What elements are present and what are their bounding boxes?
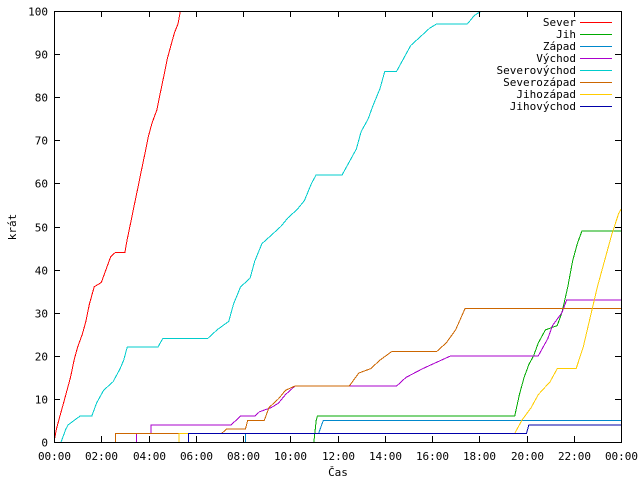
legend-label-3: Východ (536, 52, 576, 65)
y-tick-label: 80 (35, 92, 48, 105)
x-tick-label: 18:00 (463, 450, 496, 463)
series-layer (54, 11, 621, 442)
x-tick-label: 00:00 (38, 450, 71, 463)
x-tick-label: 10:00 (274, 450, 307, 463)
x-tick-label: 06:00 (180, 450, 213, 463)
y-tick-label: 10 (35, 394, 48, 407)
y-tick-label: 0 (41, 437, 48, 450)
y-tick-label: 70 (35, 135, 48, 148)
series-line-7 (188, 424, 621, 442)
legend-label-4: Severovýchod (497, 64, 576, 77)
y-tick-label: 40 (35, 265, 48, 278)
legend-label-2: Západ (543, 40, 576, 53)
legend-label-0: Sever (543, 16, 576, 29)
y-tick-label: 30 (35, 308, 48, 321)
y-tick-label: 100 (28, 6, 48, 19)
legend: SeverJihZápadVýchodSeverovýchodSeverozáp… (497, 16, 612, 113)
series-line-0 (54, 11, 181, 442)
series-line-6 (178, 209, 621, 442)
legend-label-6: Jihozápad (516, 88, 576, 101)
x-tick-label: 08:00 (227, 450, 260, 463)
ticks-layer: 0 10 20 30 40 50 60 70 80 90 100 00:00 02:00 04:00 06:… (28, 6, 638, 464)
series-line-1 (313, 230, 621, 442)
x-tick-label: 20:00 (511, 450, 544, 463)
legend-label-7: Jihovýchod (510, 100, 576, 113)
legend-label-5: Severozápad (503, 76, 576, 89)
x-tick-label: 14:00 (369, 450, 402, 463)
x-tick-label: 02:00 (85, 450, 118, 463)
x-axis-label: Čas (328, 466, 348, 479)
y-tick-label: 60 (35, 178, 48, 191)
legend-label-1: Jih (556, 28, 576, 41)
series-line-5 (114, 307, 621, 442)
y-tick-label: 20 (35, 351, 48, 364)
x-tick-label: 12:00 (322, 450, 355, 463)
y-tick-label: 50 (35, 222, 48, 235)
x-tick-label: 00:00 (605, 450, 638, 463)
y-axis-label: krát (6, 214, 19, 241)
x-tick-label: 04:00 (133, 450, 166, 463)
series-line-4 (60, 11, 482, 442)
x-tick-label: 16:00 (416, 450, 449, 463)
y-tick-label: 90 (35, 49, 48, 62)
plot-frame (54, 11, 622, 443)
x-tick-label: 22:00 (558, 450, 591, 463)
